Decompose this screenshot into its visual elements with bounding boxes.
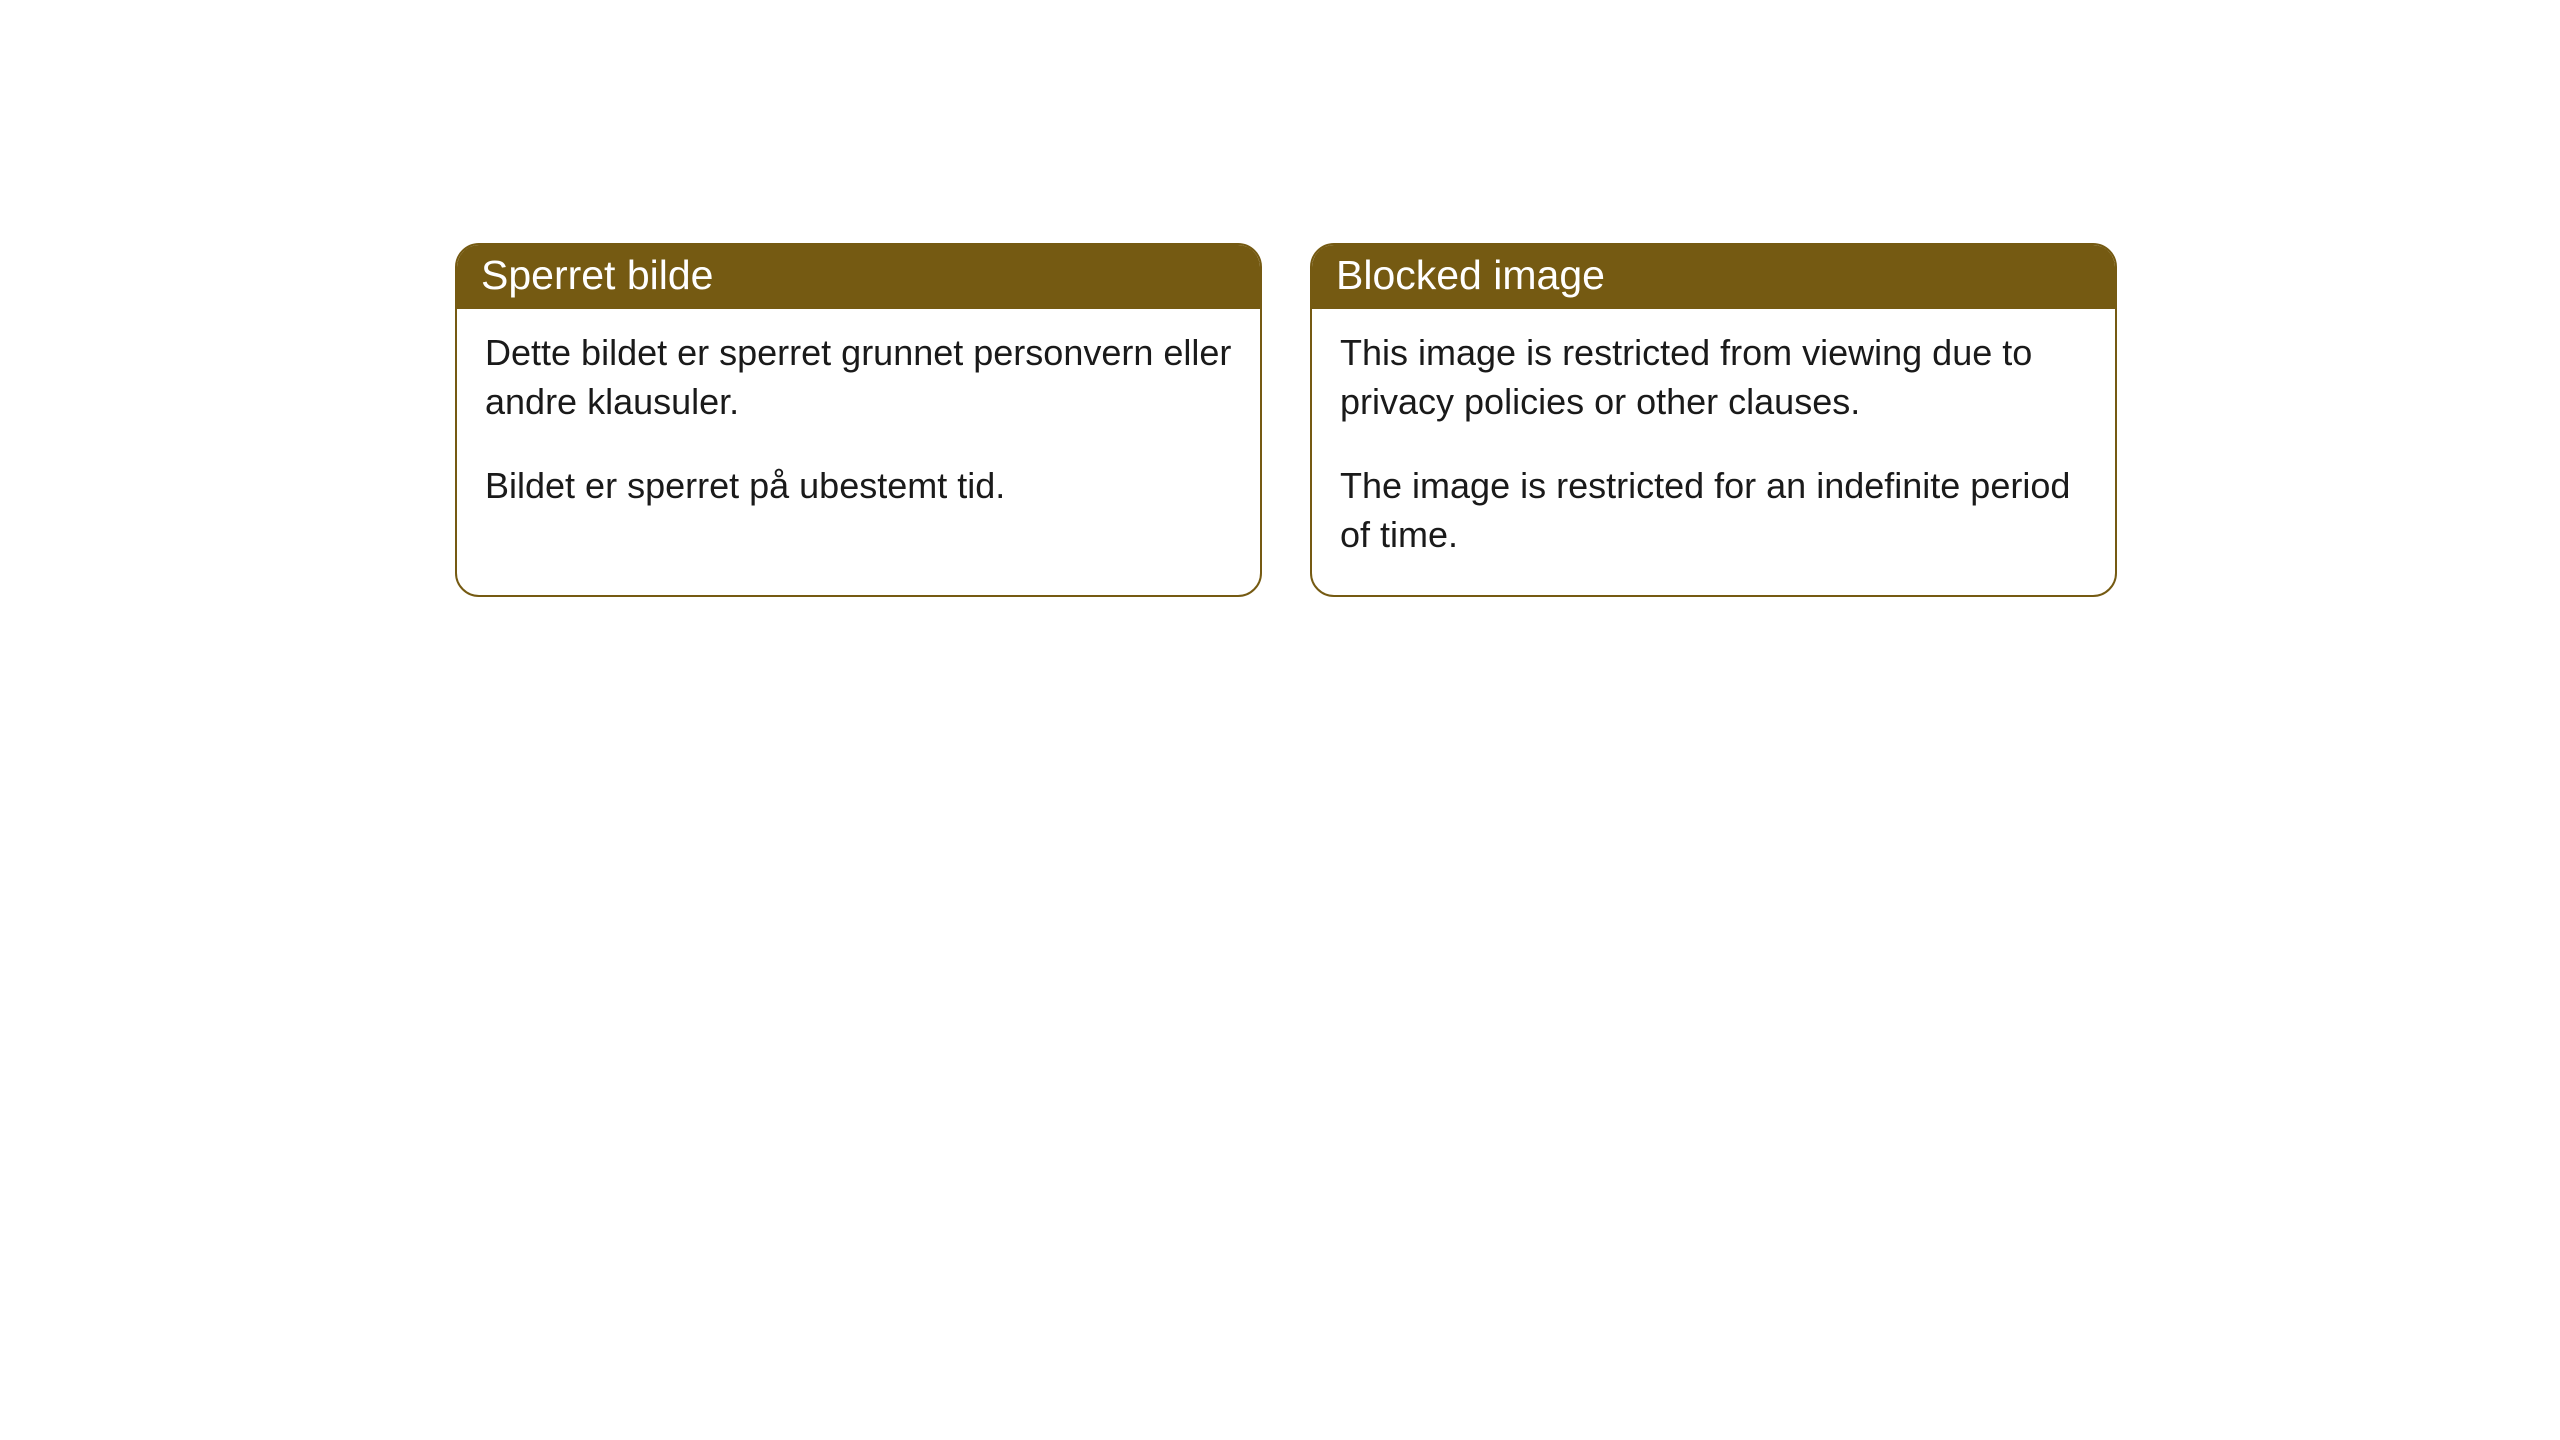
card-paragraph-1: Dette bildet er sperret grunnet personve… bbox=[485, 329, 1232, 426]
card-header-norwegian: Sperret bilde bbox=[457, 245, 1260, 309]
card-body-norwegian: Dette bildet er sperret grunnet personve… bbox=[457, 309, 1260, 547]
cards-container: Sperret bilde Dette bildet er sperret gr… bbox=[455, 243, 2560, 597]
card-body-english: This image is restricted from viewing du… bbox=[1312, 309, 2115, 595]
blocked-image-card-norwegian: Sperret bilde Dette bildet er sperret gr… bbox=[455, 243, 1262, 597]
card-header-english: Blocked image bbox=[1312, 245, 2115, 309]
card-paragraph-1: This image is restricted from viewing du… bbox=[1340, 329, 2087, 426]
card-paragraph-2: The image is restricted for an indefinit… bbox=[1340, 462, 2087, 559]
blocked-image-card-english: Blocked image This image is restricted f… bbox=[1310, 243, 2117, 597]
card-paragraph-2: Bildet er sperret på ubestemt tid. bbox=[485, 462, 1232, 511]
